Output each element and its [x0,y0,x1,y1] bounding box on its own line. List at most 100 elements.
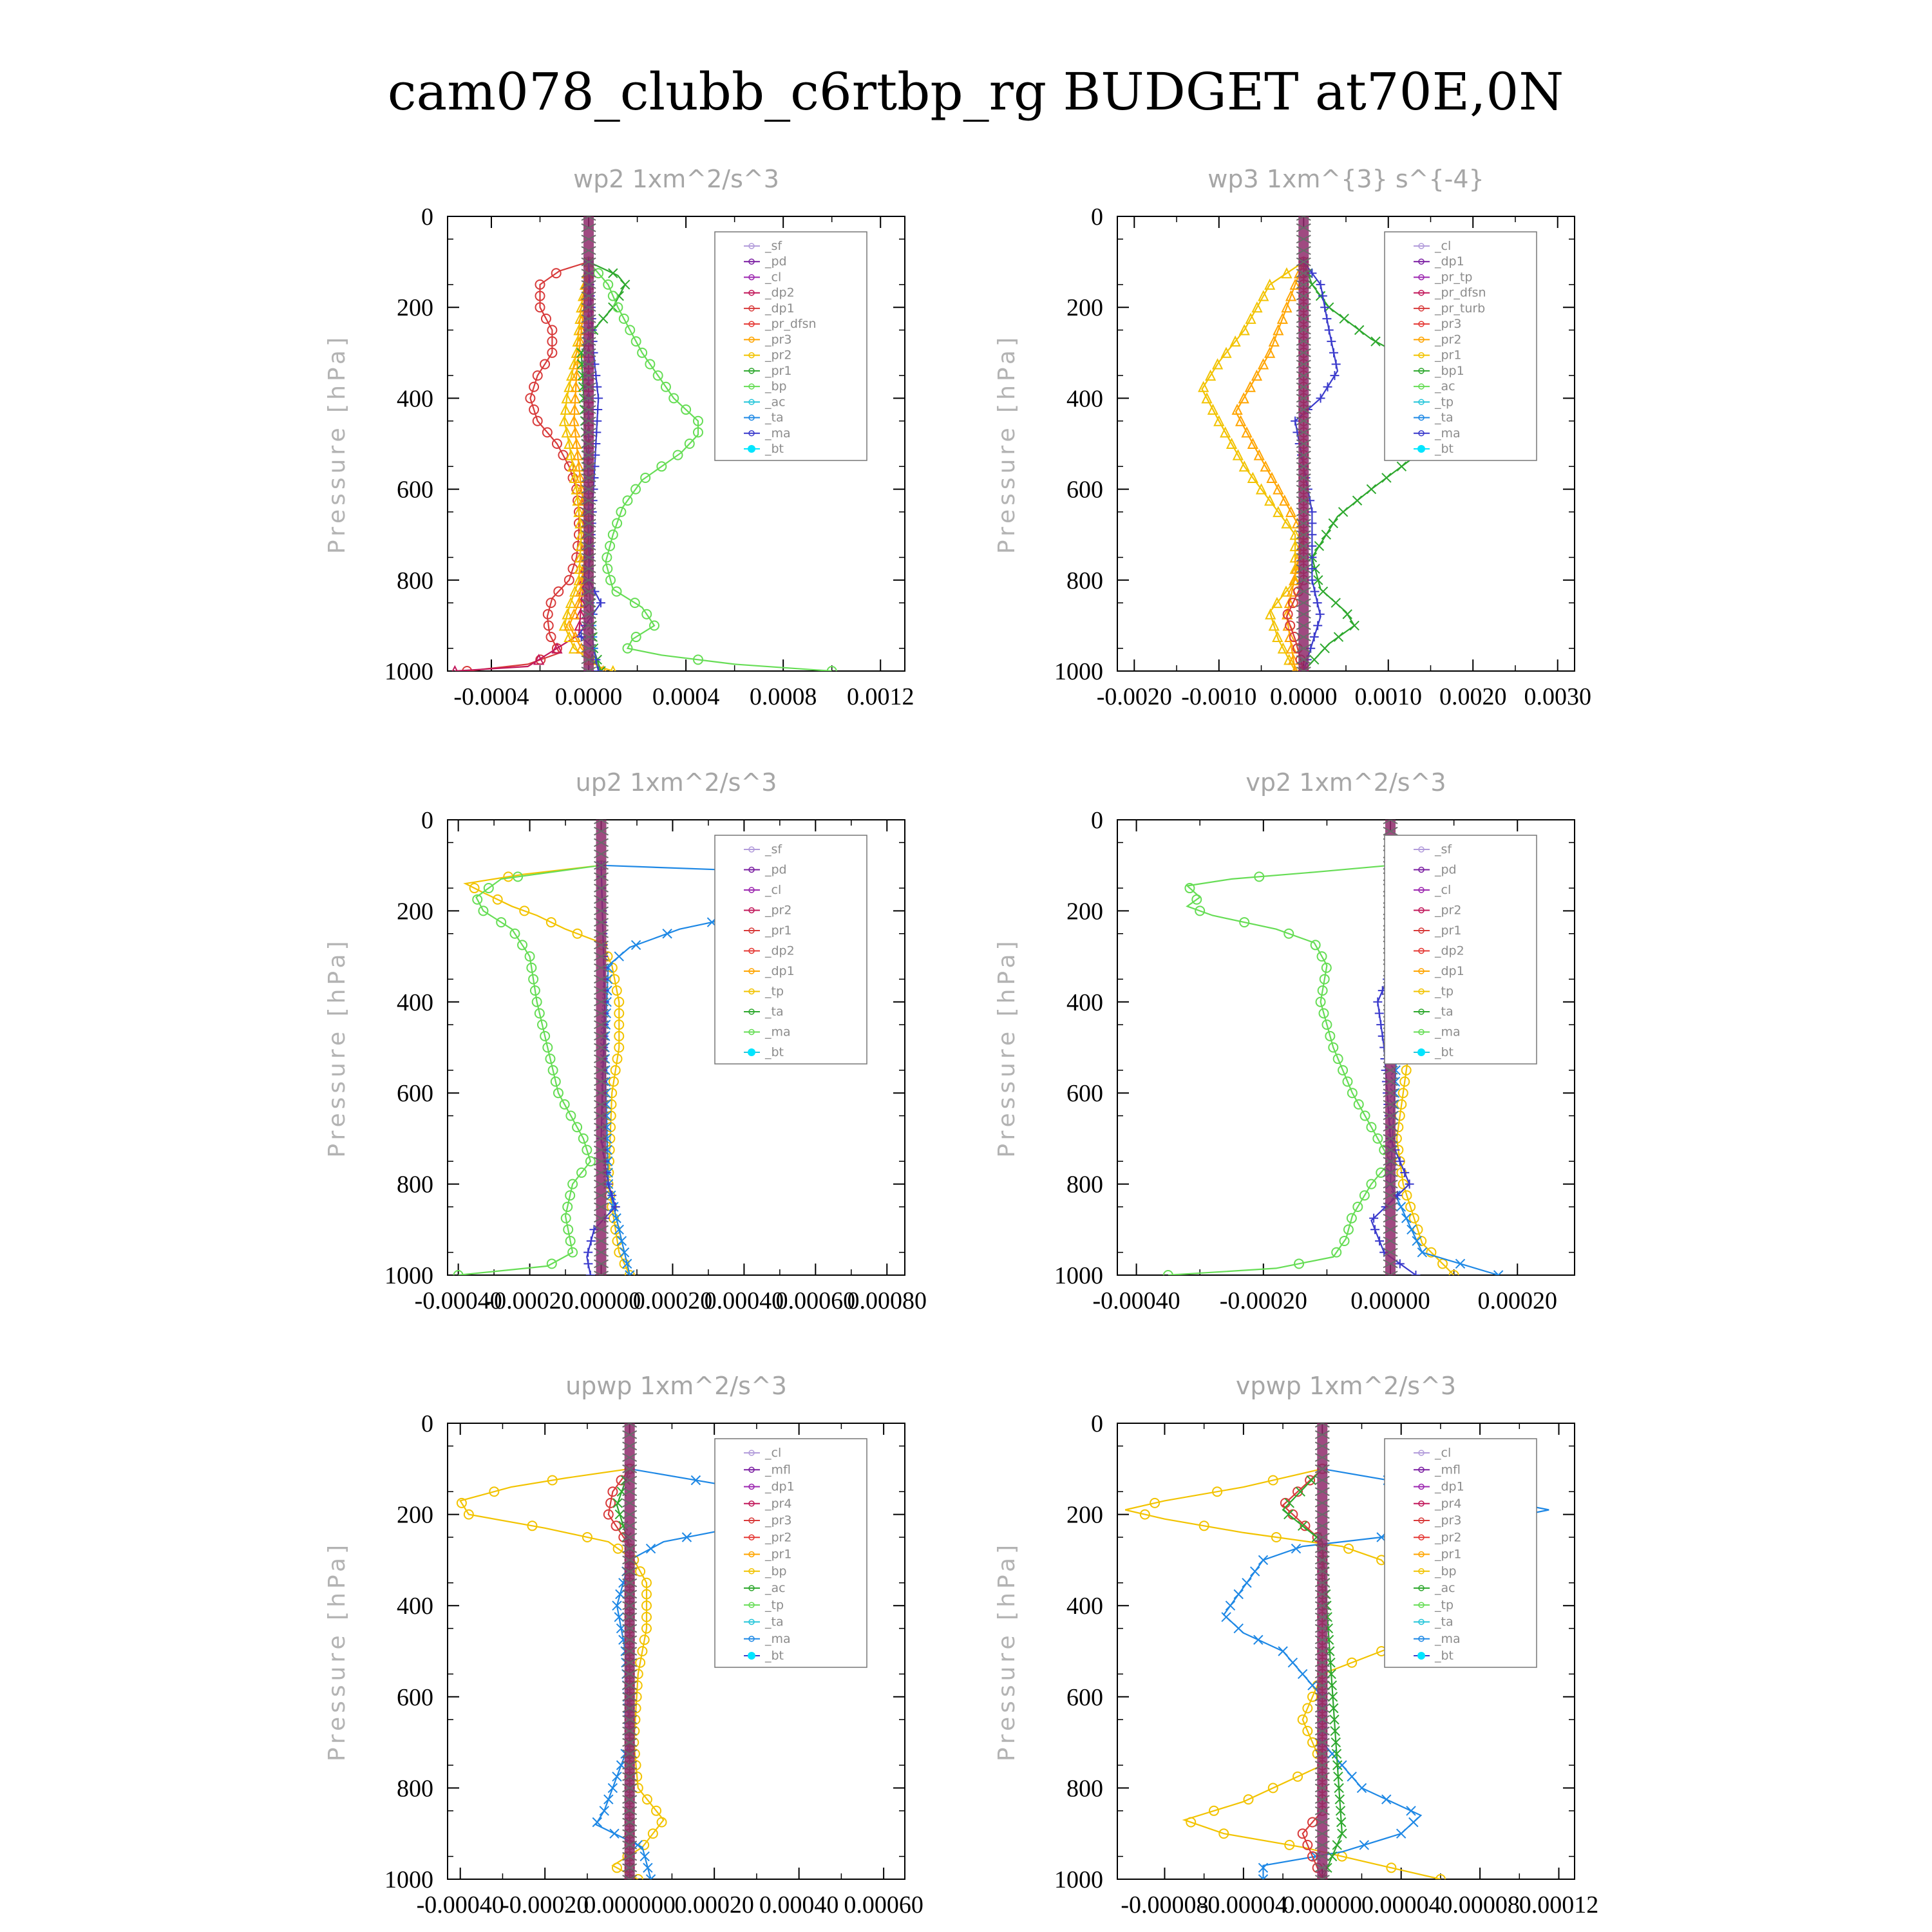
series-pr1-marker [469,883,480,894]
series-dp1-marker [1366,1122,1377,1133]
series-bp-marker [649,620,660,631]
x-tick-label: 0.000000 [583,1891,676,1918]
legend-marker [1418,289,1425,296]
zero-band-marker [581,496,596,506]
series-pr1-marker [1396,1099,1407,1110]
series-tp-marker [1381,1794,1392,1804]
legend: _sf _pd _cl _pr2 _pr1 _dp2 _dp1 _tp _ta _ma _bt [714,835,867,1065]
series-pr1-marker [1212,1486,1223,1497]
zero-band-marker [581,382,596,392]
legend-label: _pr_turb [1434,301,1485,316]
series-bp-marker [1337,1828,1347,1839]
series-ta-marker [1307,541,1317,551]
series-dp1-marker [1328,1042,1339,1053]
series-tp-marker [622,1258,632,1269]
series-bp-marker [684,439,695,449]
legend-label: _bt [764,442,784,456]
series-dp1-marker [547,1065,558,1075]
series-pr1-marker [608,1076,619,1087]
series-dp1-marker [528,974,539,985]
y-axis-label: Pressure [hPa] [994,1541,1020,1761]
series-pr2-marker [1257,358,1269,370]
legend-label: _dp1 [764,964,795,978]
legend-marker [748,321,755,327]
series-ta-marker [1315,609,1325,619]
series-tp-marker [1455,1258,1466,1269]
series-ta-marker [596,598,605,608]
zero-band-marker [1314,1738,1330,1747]
zero-band-marker [622,1578,638,1587]
zero-band-marker [1383,1100,1398,1109]
legend-label: _ta [764,1615,784,1629]
series-pr2-marker [1273,324,1284,336]
legend-label: _pr_dfsn [1434,286,1486,300]
legend-label: _pr3 [764,332,791,346]
y-tick-label: 600 [397,1684,433,1711]
series-pr1-marker [1243,1794,1254,1805]
series-dp1-marker [585,1156,596,1167]
legend-marker [748,1636,755,1642]
y-tick-label: 800 [397,1171,433,1198]
plot-frame [447,216,905,672]
series-dp1-marker [1315,996,1326,1007]
series-pr2-marker [1247,437,1258,449]
zero-band-marker [622,1441,638,1451]
legend-label: _ma [764,426,791,440]
x-tick-label: 0.00060 [776,1287,856,1314]
series-bp1-marker [1339,314,1349,324]
zero-band-marker [594,1020,609,1030]
series-pr1-marker [1397,1088,1408,1099]
zero-band-marker [622,1875,638,1879]
series-pr1-marker [1267,1475,1278,1486]
legend-label: _bt [1434,1649,1454,1663]
zero-band-marker [594,906,609,916]
series-ta-marker [1307,553,1317,562]
legend-marker [748,352,755,359]
zero-band-marker [1296,359,1311,369]
y-tick-label: 400 [1066,1593,1103,1620]
zero-band-marker [581,428,596,437]
zero-band-marker [581,359,596,369]
legend-marker [748,846,755,853]
series-pr1-marker [582,1532,592,1542]
legend-label: _bp [1434,1564,1457,1578]
series-pr3-marker [570,381,582,392]
zero-band-marker [1314,1567,1330,1576]
legend-label: _cl [764,1446,781,1460]
series-dp1-marker [542,609,553,620]
series-bp-marker [681,404,692,415]
series-tp-marker [609,1828,620,1839]
series-dp1-marker [1302,1839,1313,1850]
legend-marker [748,368,755,374]
zero-band-marker [1314,1533,1330,1542]
legend-marker [1418,887,1425,893]
x-tick-label: 0.00008 [1440,1891,1520,1918]
panel-title: wp3 1xm^{3} s^{-4} [1208,165,1484,193]
series-dp1-marker [1307,1817,1318,1828]
series-tp-marker [616,1236,627,1246]
x-tick-label: 0.00012 [1519,1891,1599,1918]
series-dp1-marker [542,1042,553,1053]
zero-band-marker [1296,473,1311,482]
series-pr1-marker [641,1600,652,1611]
series-pr1-marker [1293,1771,1303,1782]
zero-band-marker [581,216,596,221]
series-dp1-marker [582,1144,592,1155]
legend-label: _pr_tp [1434,270,1472,284]
series-pr2-marker [564,381,575,392]
y-tick-label: 400 [397,989,433,1016]
zero-band-marker [622,1852,638,1861]
zero-band-marker [1296,405,1311,414]
x-tick-label: 0.0004 [652,683,720,710]
zero-band-marker [1383,1145,1398,1155]
series-pr1-marker [610,1224,621,1235]
x-tick-label: -0.0020 [1097,683,1172,710]
y-tick-label: 200 [397,294,433,321]
series-pr1-marker [656,1817,667,1828]
x-tick-label: 0.00040 [705,1287,784,1314]
series-tp-marker [1242,1578,1252,1588]
series-pr1-marker [641,1589,652,1600]
legend-label: _pr2 [1434,1530,1461,1544]
zero-band-marker [622,1423,638,1428]
zero-band-marker [594,1225,609,1235]
